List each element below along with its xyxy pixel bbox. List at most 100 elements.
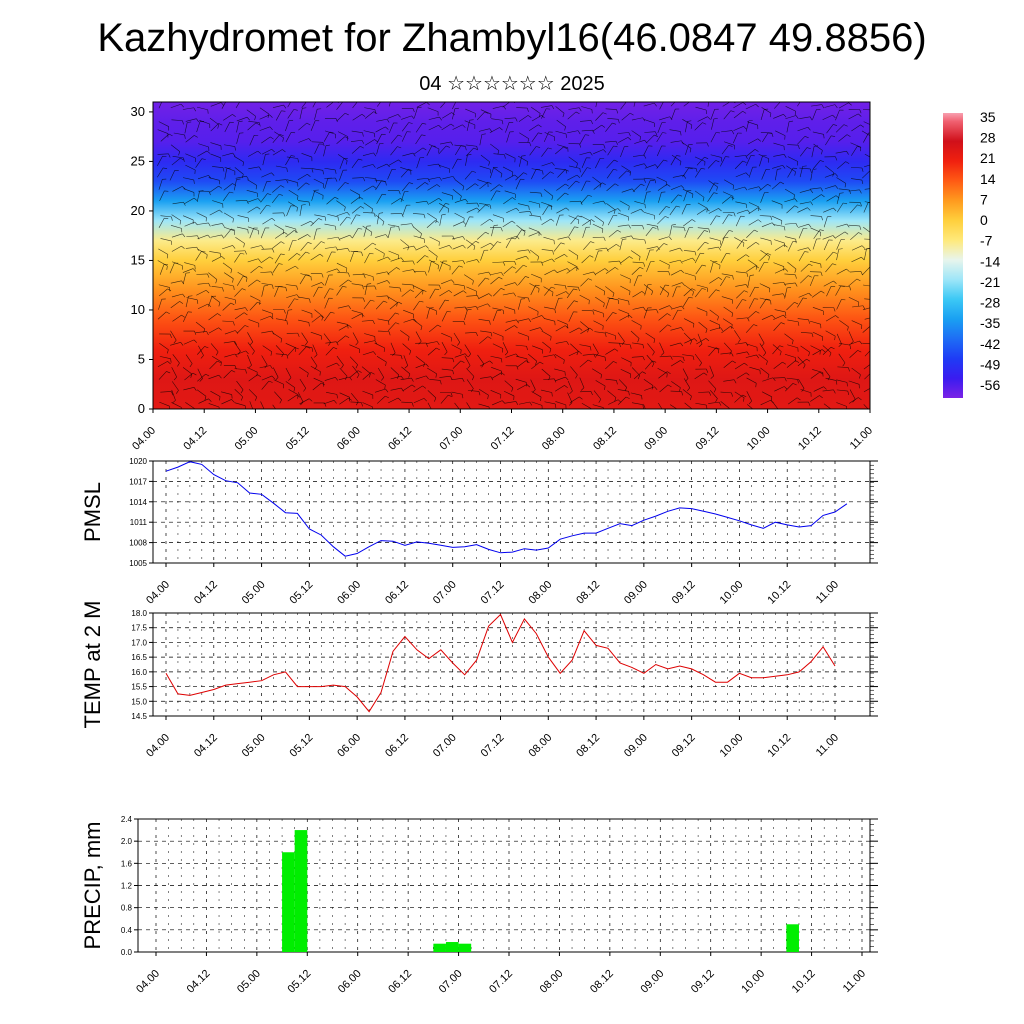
wind-barb-550 [748, 207, 762, 215]
wind-barb-778 [798, 251, 809, 262]
wind-barb-652 [620, 235, 634, 240]
wind-barb-726 [851, 245, 866, 251]
wind-barb-722 [797, 247, 811, 252]
wind-barb-776 [773, 262, 785, 271]
wind-barb-660 [722, 230, 733, 240]
wind-barb-1427 [505, 401, 519, 406]
wind-barb-182 [336, 136, 349, 144]
svg-text:17.0: 17.0 [131, 638, 147, 647]
wind-barb-1033 [478, 319, 491, 325]
svg-text:11.00: 11.00 [814, 732, 841, 759]
wind-barb-1124 [210, 343, 219, 356]
wind-barb-42 [695, 106, 707, 115]
colorbar-label--21: -21 [980, 274, 1000, 290]
wind-barb-861 [428, 284, 441, 289]
wind-barb-1170 [800, 345, 810, 357]
svg-text:1.2: 1.2 [121, 882, 133, 891]
wind-barb-155 [711, 118, 718, 130]
wind-barb-1311 [451, 377, 465, 382]
wind-barb-424 [568, 180, 580, 190]
svg-text:1011: 1011 [130, 518, 148, 527]
wind-barb-980 [517, 298, 526, 310]
wind-barb-1452 [823, 403, 832, 409]
wind-barb-1158 [647, 343, 655, 356]
wind-barb-967 [351, 310, 364, 318]
wind-barb-866 [490, 276, 503, 285]
wind-barb-1266 [592, 368, 602, 379]
wind-barb-132 [415, 122, 427, 133]
wind-barb-1179 [197, 346, 209, 355]
cs-y-tick-25: 25 [131, 153, 153, 168]
wind-barb-376 [672, 174, 687, 179]
wind-barb-1128 [262, 345, 273, 356]
wind-barb-298 [388, 159, 402, 166]
wind-barb-50 [797, 102, 801, 107]
wind-barb-1230 [849, 350, 862, 358]
temp-panel: 18.017.517.016.516.015.515.014.504.00 04.… [80, 601, 878, 760]
wind-barb-404 [313, 190, 324, 200]
colorbar-label-28: 28 [980, 130, 996, 146]
wind-barb-786 [182, 268, 197, 273]
wind-barb-738 [288, 253, 301, 261]
wind-barb-1204 [516, 355, 528, 363]
wind-barb-781 [836, 248, 843, 261]
wind-barb-825 [684, 272, 696, 281]
wind-barb-622 [235, 237, 245, 248]
wind-barb-333 [837, 161, 850, 170]
pmsl-x-tick-08.00: 08.00 [526, 563, 554, 607]
wind-barb-1358 [339, 392, 350, 402]
wind-barb-934 [644, 284, 652, 296]
wind-barb-1214 [646, 354, 655, 368]
wind-barb-201 [579, 134, 590, 145]
wind-barb-1036 [517, 318, 532, 323]
wind-barb-641 [476, 231, 490, 240]
wind-barb-857 [376, 280, 391, 285]
wind-barb-442 [799, 189, 814, 194]
svg-text:11.00: 11.00 [814, 579, 841, 606]
wind-barb-893 [838, 285, 852, 291]
wind-barb-215 [762, 132, 773, 143]
wind-barb-263 [656, 145, 666, 157]
wind-barb-166 [851, 124, 864, 132]
pmsl-x-tick-10.12: 10.12 [765, 563, 793, 607]
wind-barb-1122 [183, 339, 198, 345]
wind-barb-276 [824, 156, 838, 161]
wind-barb-75 [401, 115, 415, 120]
wind-barb-580 [412, 226, 422, 238]
wind-barb-740 [310, 253, 324, 261]
wind-barb-686 [336, 247, 350, 252]
wind-barb-1426 [491, 400, 506, 406]
wind-barb-66 [287, 109, 298, 119]
wind-barb-148 [617, 132, 631, 137]
wind-barb-1199 [454, 353, 468, 358]
wind-barb-446 [848, 189, 862, 194]
wind-barb-319 [656, 159, 668, 169]
svg-text:1020: 1020 [129, 457, 147, 466]
precip-right-ticks [870, 818, 874, 953]
wind-barb-976 [465, 306, 479, 311]
wind-barb-1242 [285, 367, 292, 381]
wind-barb-1112 [773, 322, 785, 331]
wind-barb-126 [337, 131, 349, 141]
wind-barb-1100 [617, 332, 625, 345]
wind-barb-801 [376, 271, 390, 276]
wind-barb-1238 [234, 368, 247, 374]
wind-barb-753 [480, 249, 489, 261]
wind-barb-1312 [466, 379, 474, 392]
wind-barb-736 [260, 256, 274, 264]
temp-x-tick-11.00: 11.00 [814, 716, 841, 759]
wind-barb-1240 [259, 365, 273, 370]
colorbar-label--42: -42 [980, 336, 1000, 352]
svg-text:15.0: 15.0 [131, 697, 147, 706]
wind-barb-1229 [838, 353, 846, 367]
wind-barb-670 [850, 232, 863, 241]
wind-barb-330 [799, 167, 812, 173]
temp-x-tick-04.00: 04.00 [144, 716, 172, 760]
wind-barb-751 [452, 260, 466, 265]
wind-barb-23 [452, 102, 457, 110]
wind-barb-1289 [171, 381, 179, 394]
wind-barb-242 [390, 146, 402, 156]
svg-text:10.12: 10.12 [790, 968, 818, 996]
wind-barb-1248 [361, 366, 371, 378]
